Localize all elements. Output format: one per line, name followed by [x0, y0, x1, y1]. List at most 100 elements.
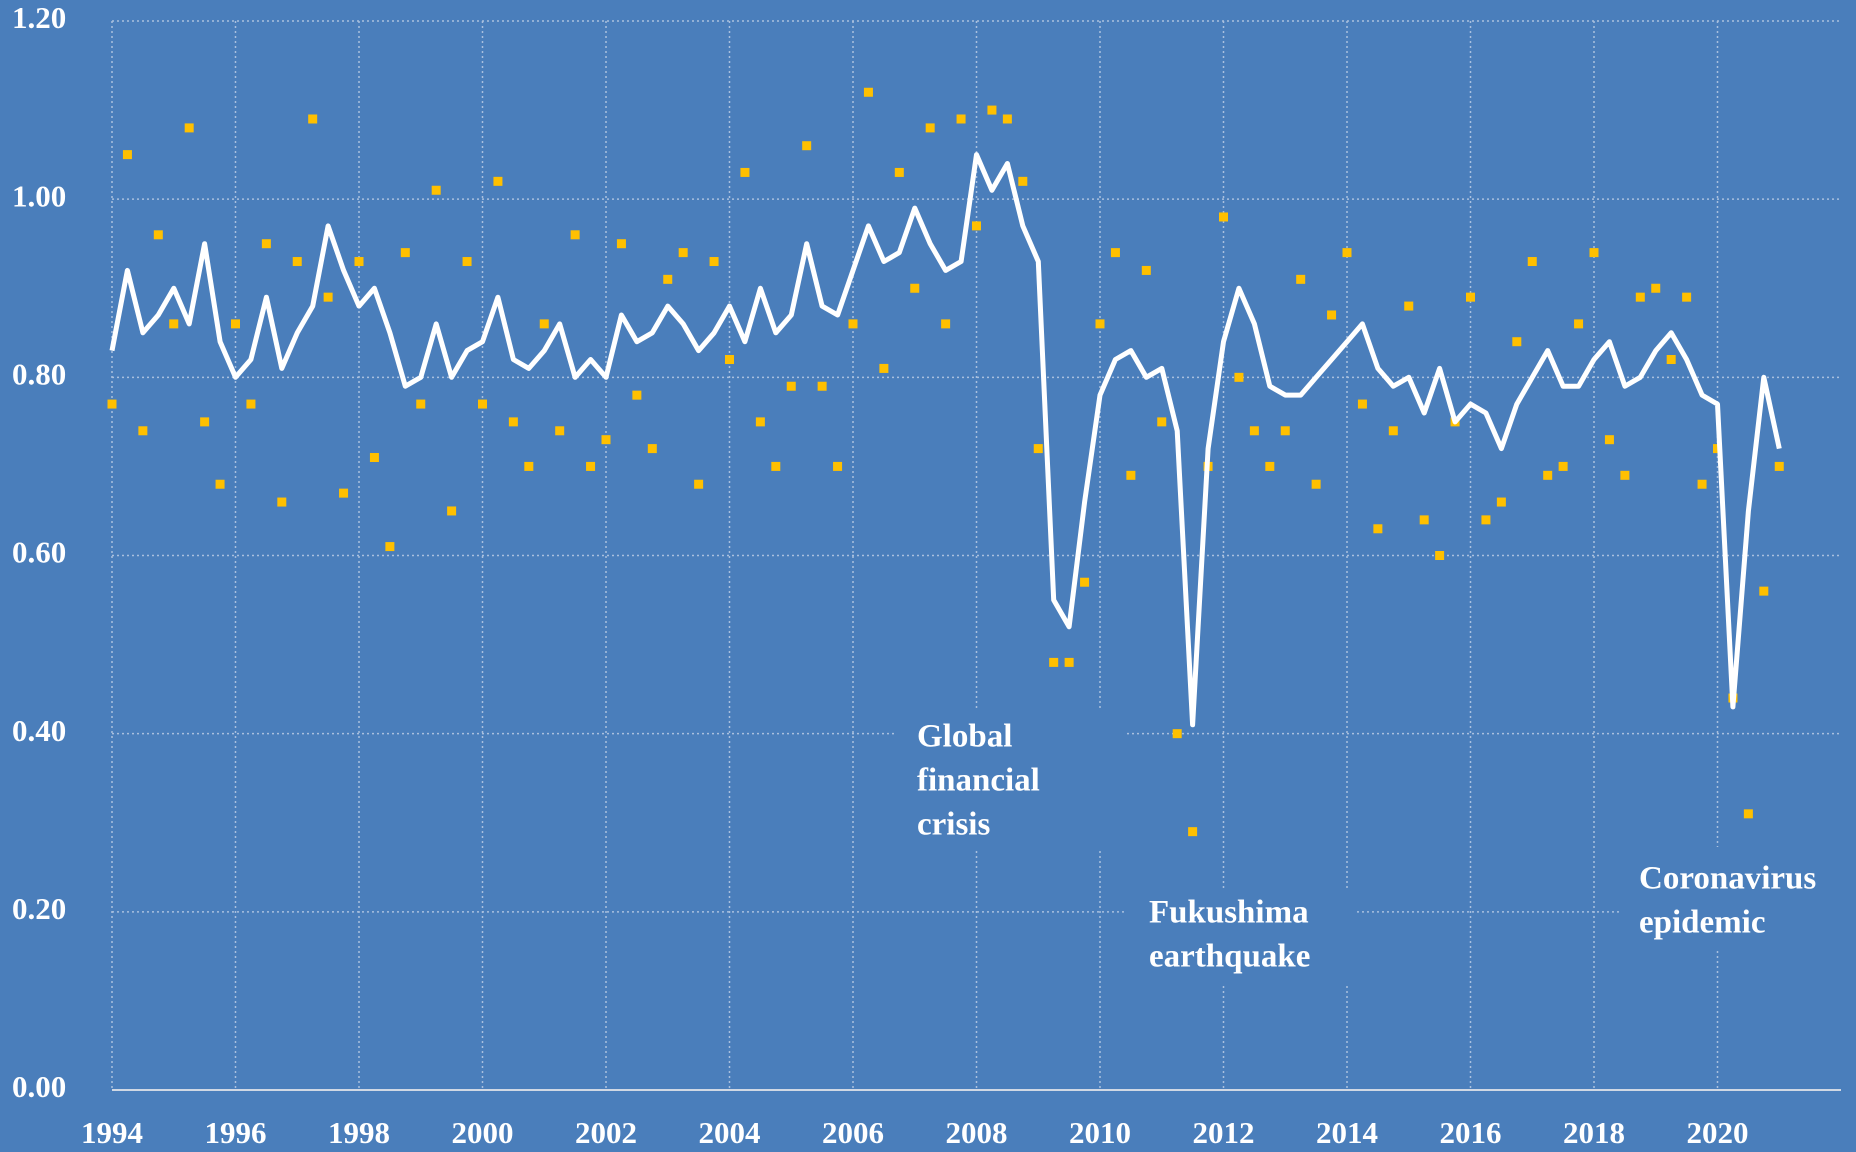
- annotation-background: [1620, 847, 1848, 948]
- point: [462, 257, 472, 267]
- point: [1357, 399, 1367, 409]
- point: [1543, 470, 1553, 480]
- y-tick-label: 0.80: [12, 356, 66, 391]
- point: [863, 87, 873, 97]
- x-tick-label: 2016: [1440, 1115, 1502, 1150]
- point: [1496, 497, 1506, 507]
- point: [570, 230, 580, 240]
- point: [308, 114, 318, 124]
- point: [879, 363, 889, 373]
- x-tick-label: 2020: [1687, 1115, 1749, 1150]
- x-tick-label: 1996: [205, 1115, 267, 1150]
- point: [1172, 729, 1182, 739]
- y-tick-label: 1.00: [12, 178, 66, 213]
- point: [1064, 657, 1074, 667]
- point: [802, 141, 812, 151]
- point: [539, 319, 549, 329]
- point: [385, 542, 395, 552]
- point: [1049, 657, 1059, 667]
- point: [339, 488, 349, 498]
- x-tick-label: 2006: [822, 1115, 884, 1150]
- point: [1002, 114, 1012, 124]
- point: [1388, 426, 1398, 436]
- point: [647, 444, 657, 454]
- annotation: epidemic: [1639, 905, 1765, 941]
- point: [1018, 176, 1028, 186]
- point: [555, 426, 565, 436]
- point: [1296, 274, 1306, 284]
- point: [1527, 257, 1537, 267]
- point: [848, 319, 858, 329]
- point: [1635, 292, 1645, 302]
- line: [109, 152, 1782, 728]
- point: [1265, 461, 1275, 471]
- point: [925, 123, 935, 133]
- point: [493, 176, 503, 186]
- point: [1404, 301, 1414, 311]
- point: [1373, 524, 1383, 534]
- point: [941, 319, 951, 329]
- point: [1466, 292, 1475, 302]
- point: [1095, 319, 1105, 329]
- point: [1419, 515, 1429, 525]
- point: [1574, 319, 1584, 329]
- annotation-background: [897, 711, 1125, 848]
- point: [369, 453, 379, 463]
- point: [246, 399, 256, 409]
- point: [323, 292, 333, 302]
- point: [972, 221, 981, 231]
- point: [586, 461, 596, 471]
- point: [678, 248, 688, 258]
- point: [817, 381, 827, 391]
- point: [447, 506, 457, 516]
- point: [740, 167, 750, 177]
- point: [122, 150, 132, 160]
- point: [1219, 212, 1228, 222]
- point: [1481, 515, 1491, 525]
- point: [400, 248, 410, 258]
- point: [153, 230, 163, 240]
- point: [231, 319, 240, 329]
- x-tick-label: 2012: [1193, 1115, 1255, 1150]
- x-tick-label: 2000: [452, 1115, 514, 1150]
- point: [1589, 248, 1599, 258]
- point: [508, 417, 518, 427]
- point: [215, 479, 225, 489]
- x-tick-label: 1994: [81, 1115, 143, 1150]
- annotation: financial: [917, 763, 1040, 799]
- point: [1141, 265, 1151, 275]
- point: [416, 399, 426, 409]
- point: [138, 426, 148, 436]
- point: [709, 257, 719, 267]
- point: [1327, 310, 1337, 320]
- point: [1126, 470, 1136, 480]
- annotation: Coronavirus: [1639, 861, 1816, 897]
- point: [1110, 248, 1120, 258]
- point: [632, 390, 642, 400]
- point: [292, 257, 302, 267]
- point: [1759, 586, 1769, 596]
- point: [1774, 461, 1784, 471]
- point: [1234, 372, 1244, 382]
- point: [354, 257, 364, 267]
- point: [169, 319, 179, 329]
- point: [1188, 827, 1198, 837]
- x-tick-label: 2002: [575, 1115, 637, 1150]
- annotation-background: [1125, 889, 1356, 983]
- point: [1280, 426, 1290, 436]
- x-tick-label: 2004: [699, 1115, 761, 1150]
- x-tick-label: 2008: [946, 1115, 1008, 1150]
- annotation: crisis: [917, 807, 990, 843]
- y-tick-label: 0.60: [12, 535, 66, 570]
- y-tick-label: 0.40: [12, 713, 66, 748]
- point: [663, 274, 673, 284]
- y-tick-label: 1.20: [12, 0, 66, 35]
- point: [184, 123, 194, 133]
- point: [1249, 426, 1259, 436]
- x-tick-label: 2014: [1316, 1115, 1378, 1150]
- point: [1697, 479, 1707, 489]
- point: [616, 239, 626, 249]
